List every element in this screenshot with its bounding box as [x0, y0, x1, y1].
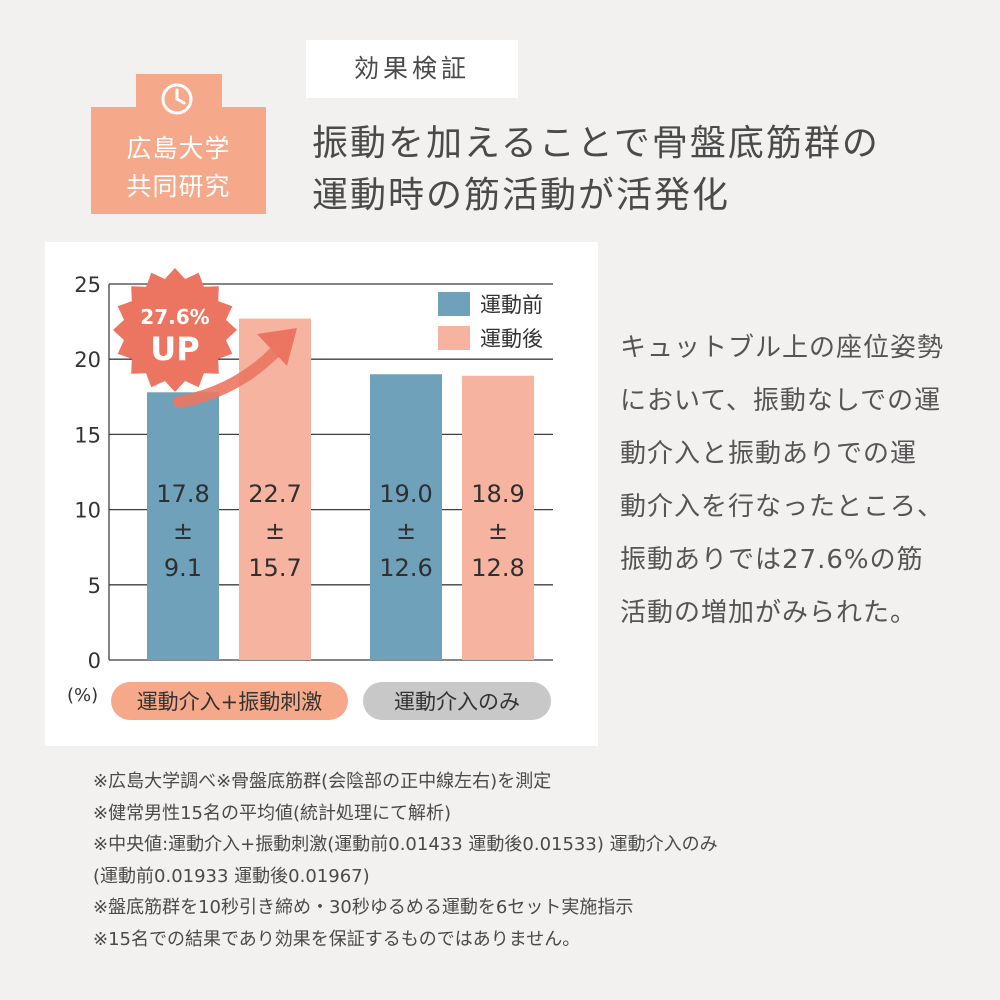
badge-text: 広島大学 共同研究 — [91, 130, 266, 206]
badge-line1: 広島大学 — [126, 134, 231, 163]
y-axis-unit: (%) — [67, 685, 98, 706]
callout-burst — [113, 268, 237, 392]
chart-panel: 0 5 10 15 20 25 17.8 ±9.1 22.7 ±15.7 19.0 ±12.6 18.9… — [45, 242, 598, 746]
y-tick-label: 25 — [74, 273, 101, 297]
category-label: 運動介入+振動刺激 — [137, 690, 323, 714]
y-tick-label: 15 — [74, 423, 101, 447]
category-pill — [111, 682, 348, 720]
desc-line: 活動の増加がみられた。 — [620, 598, 918, 628]
desc-line: において、振動なしでの運 — [620, 386, 942, 416]
bar — [462, 375, 534, 660]
headline-line2: 運動時の筋活動が活発化 — [312, 175, 731, 216]
legend-swatch — [438, 326, 470, 350]
legend-swatch — [438, 292, 470, 316]
bar-value-label: ± — [173, 517, 193, 545]
footnote: (運動前0.01933 運動後0.01967) — [93, 865, 370, 887]
bar-value-label: 12.6 — [379, 554, 432, 582]
bar-value-label: 19.0 — [379, 480, 432, 508]
y-tick-label: 20 — [74, 348, 101, 372]
arrow-head-icon — [257, 328, 297, 366]
footnote: ※15名での結果であり効果を保証するものではありません。 — [93, 928, 581, 950]
bar — [370, 374, 442, 660]
bar-value-label: 15.7 — [248, 554, 301, 582]
desc-line: 動介入と振動ありでの運 — [620, 439, 918, 469]
headline-line1: 振動を加えることで骨盤底筋群の — [312, 123, 880, 164]
legend-label: 運動前 — [480, 293, 543, 317]
bar-value-label: 12.8 — [471, 554, 524, 582]
desc-line: キュットブル上の座位姿勢 — [620, 333, 945, 363]
footnote: ※健常男性15名の平均値(統計処理にて解析) — [93, 802, 452, 824]
description: キュットブル上の座位姿勢 において、振動なしでの運 動介入と振動ありでの運 動介… — [620, 322, 970, 640]
callout-up: UP — [150, 330, 199, 368]
footnote: ※中央値:運動介入+振動刺激(運動前0.01433 運動後0.01533) 運動… — [93, 834, 718, 855]
bar — [147, 392, 219, 660]
badge-line2: 共同研究 — [126, 172, 231, 201]
topic-label: 効果検証 — [306, 40, 518, 98]
bar-value-label: 18.9 — [471, 480, 524, 508]
desc-line: 動介入を行なったところ、 — [620, 492, 945, 522]
y-tick-label: 10 — [74, 499, 101, 523]
headline: 振動を加えることで骨盤底筋群の 運動時の筋活動が活発化 — [312, 118, 972, 222]
bar-chart: 0 5 10 15 20 25 17.8 ±9.1 22.7 ±15.7 19.0 ±12.6 18.9… — [67, 268, 553, 720]
category-pill — [363, 682, 551, 720]
bar-value-label: 22.7 — [248, 480, 301, 508]
bar-value-label: ± — [488, 517, 508, 545]
increase-arrow — [173, 346, 281, 408]
bar-value-label: ± — [265, 517, 285, 545]
bar-value-label: 9.1 — [164, 554, 202, 582]
bar-value-label: 17.8 — [156, 480, 209, 508]
category-label: 運動介入のみ — [394, 690, 520, 714]
footnote: ※盤底筋群を10秒引き締め・30秒ゆるめる運動を6セット実施指示 — [93, 897, 634, 918]
desc-line: 振動ありでは27.6%の筋 — [620, 545, 924, 575]
footnote: ※広島大学調べ※骨盤底筋群(会陰部の正中線左右)を測定 — [93, 771, 552, 792]
research-badge — [91, 107, 266, 214]
callout-percent: 27.6% — [140, 305, 209, 329]
legend-label: 運動後 — [480, 327, 543, 351]
bar-value-label: ± — [396, 517, 416, 545]
y-tick-label: 0 — [88, 649, 101, 673]
clock-icon — [161, 83, 193, 115]
y-tick-label: 5 — [88, 574, 101, 598]
footnotes: ※広島大学調べ※骨盤底筋群(会陰部の正中線左右)を測定 ※健常男性15名の平均値… — [93, 766, 973, 955]
